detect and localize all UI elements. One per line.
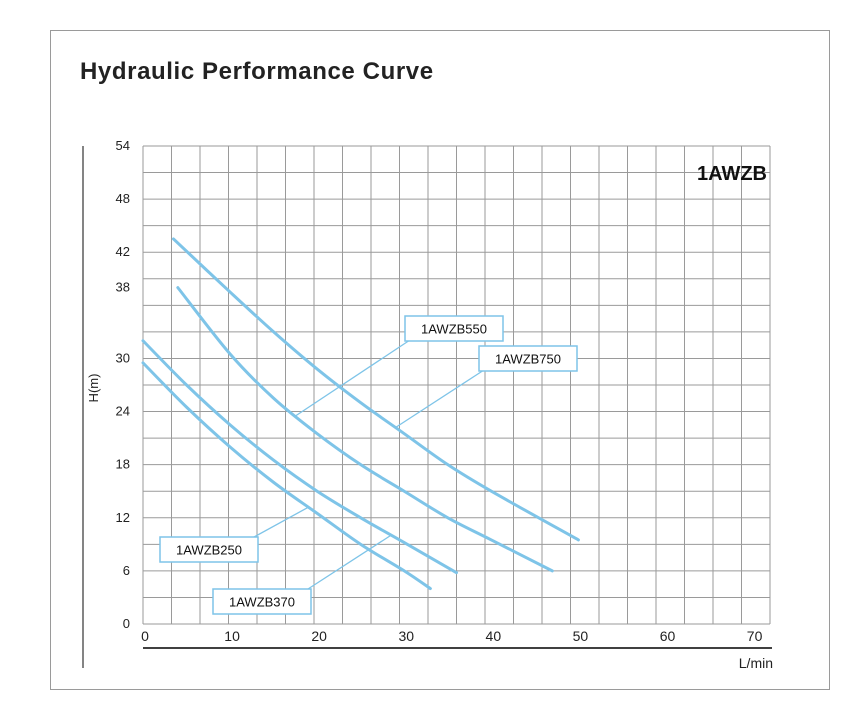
- x-tick-labels: 0 10 20 30 40 50 60 70: [141, 628, 762, 644]
- callout-box: [159, 536, 259, 563]
- callout-box: [212, 588, 312, 615]
- x-tick-label: 60: [660, 628, 676, 644]
- callout-box: [478, 345, 578, 372]
- curve-1awzb550: [176, 286, 554, 573]
- y-tick-label: 42: [116, 244, 130, 259]
- callout-leader-line: [395, 369, 485, 429]
- chart-title: Hydraulic Performance Curve: [80, 58, 434, 85]
- y-tick-label: 48: [116, 191, 130, 206]
- y-tick-label: 18: [116, 457, 130, 472]
- curves: [141, 237, 580, 591]
- callout-label: 1AWZB250: [176, 543, 242, 558]
- y-tick-label: 0: [123, 616, 130, 631]
- callout-label: 1AWZB370: [229, 595, 295, 610]
- y-tick-label: 54: [116, 138, 130, 153]
- callout-label: 1AWZB550: [421, 322, 487, 337]
- callout-label: 1AWZB750: [495, 352, 561, 367]
- x-tick-label: 70: [747, 628, 763, 644]
- x-tick-label: 50: [573, 628, 589, 644]
- y-tick-label: 24: [116, 404, 130, 419]
- x-tick-label: 20: [311, 628, 327, 644]
- x-tick-label: 30: [398, 628, 414, 644]
- x-axis-label: L/min: [739, 655, 773, 671]
- x-tick-label: 0: [141, 628, 149, 644]
- y-tick-label: 30: [116, 350, 130, 365]
- callout-leader-line: [295, 339, 411, 417]
- y-tick-label: 38: [116, 280, 130, 295]
- chart-frame: [50, 30, 830, 690]
- y-tick-labels: 0 6 12 18 24 30 38 42 48 54: [116, 138, 130, 631]
- callouts: 1AWZB550 1AWZB750 1AWZB250 1AWZB370: [159, 315, 578, 615]
- x-tick-label: 10: [224, 628, 240, 644]
- y-tick-label: 6: [123, 563, 130, 578]
- callout-leader-line: [253, 506, 309, 538]
- callout-leader-line: [307, 534, 392, 590]
- x-tick-label: 40: [486, 628, 502, 644]
- curve-1awzb750: [171, 237, 580, 542]
- callout-box: [404, 315, 504, 342]
- y-tick-label: 12: [116, 510, 130, 525]
- model-label: 1AWZB: [697, 163, 767, 185]
- curve-1awzb250: [141, 361, 432, 591]
- curve-1awzb370: [141, 339, 458, 575]
- y-axis-label: H(m): [86, 374, 101, 403]
